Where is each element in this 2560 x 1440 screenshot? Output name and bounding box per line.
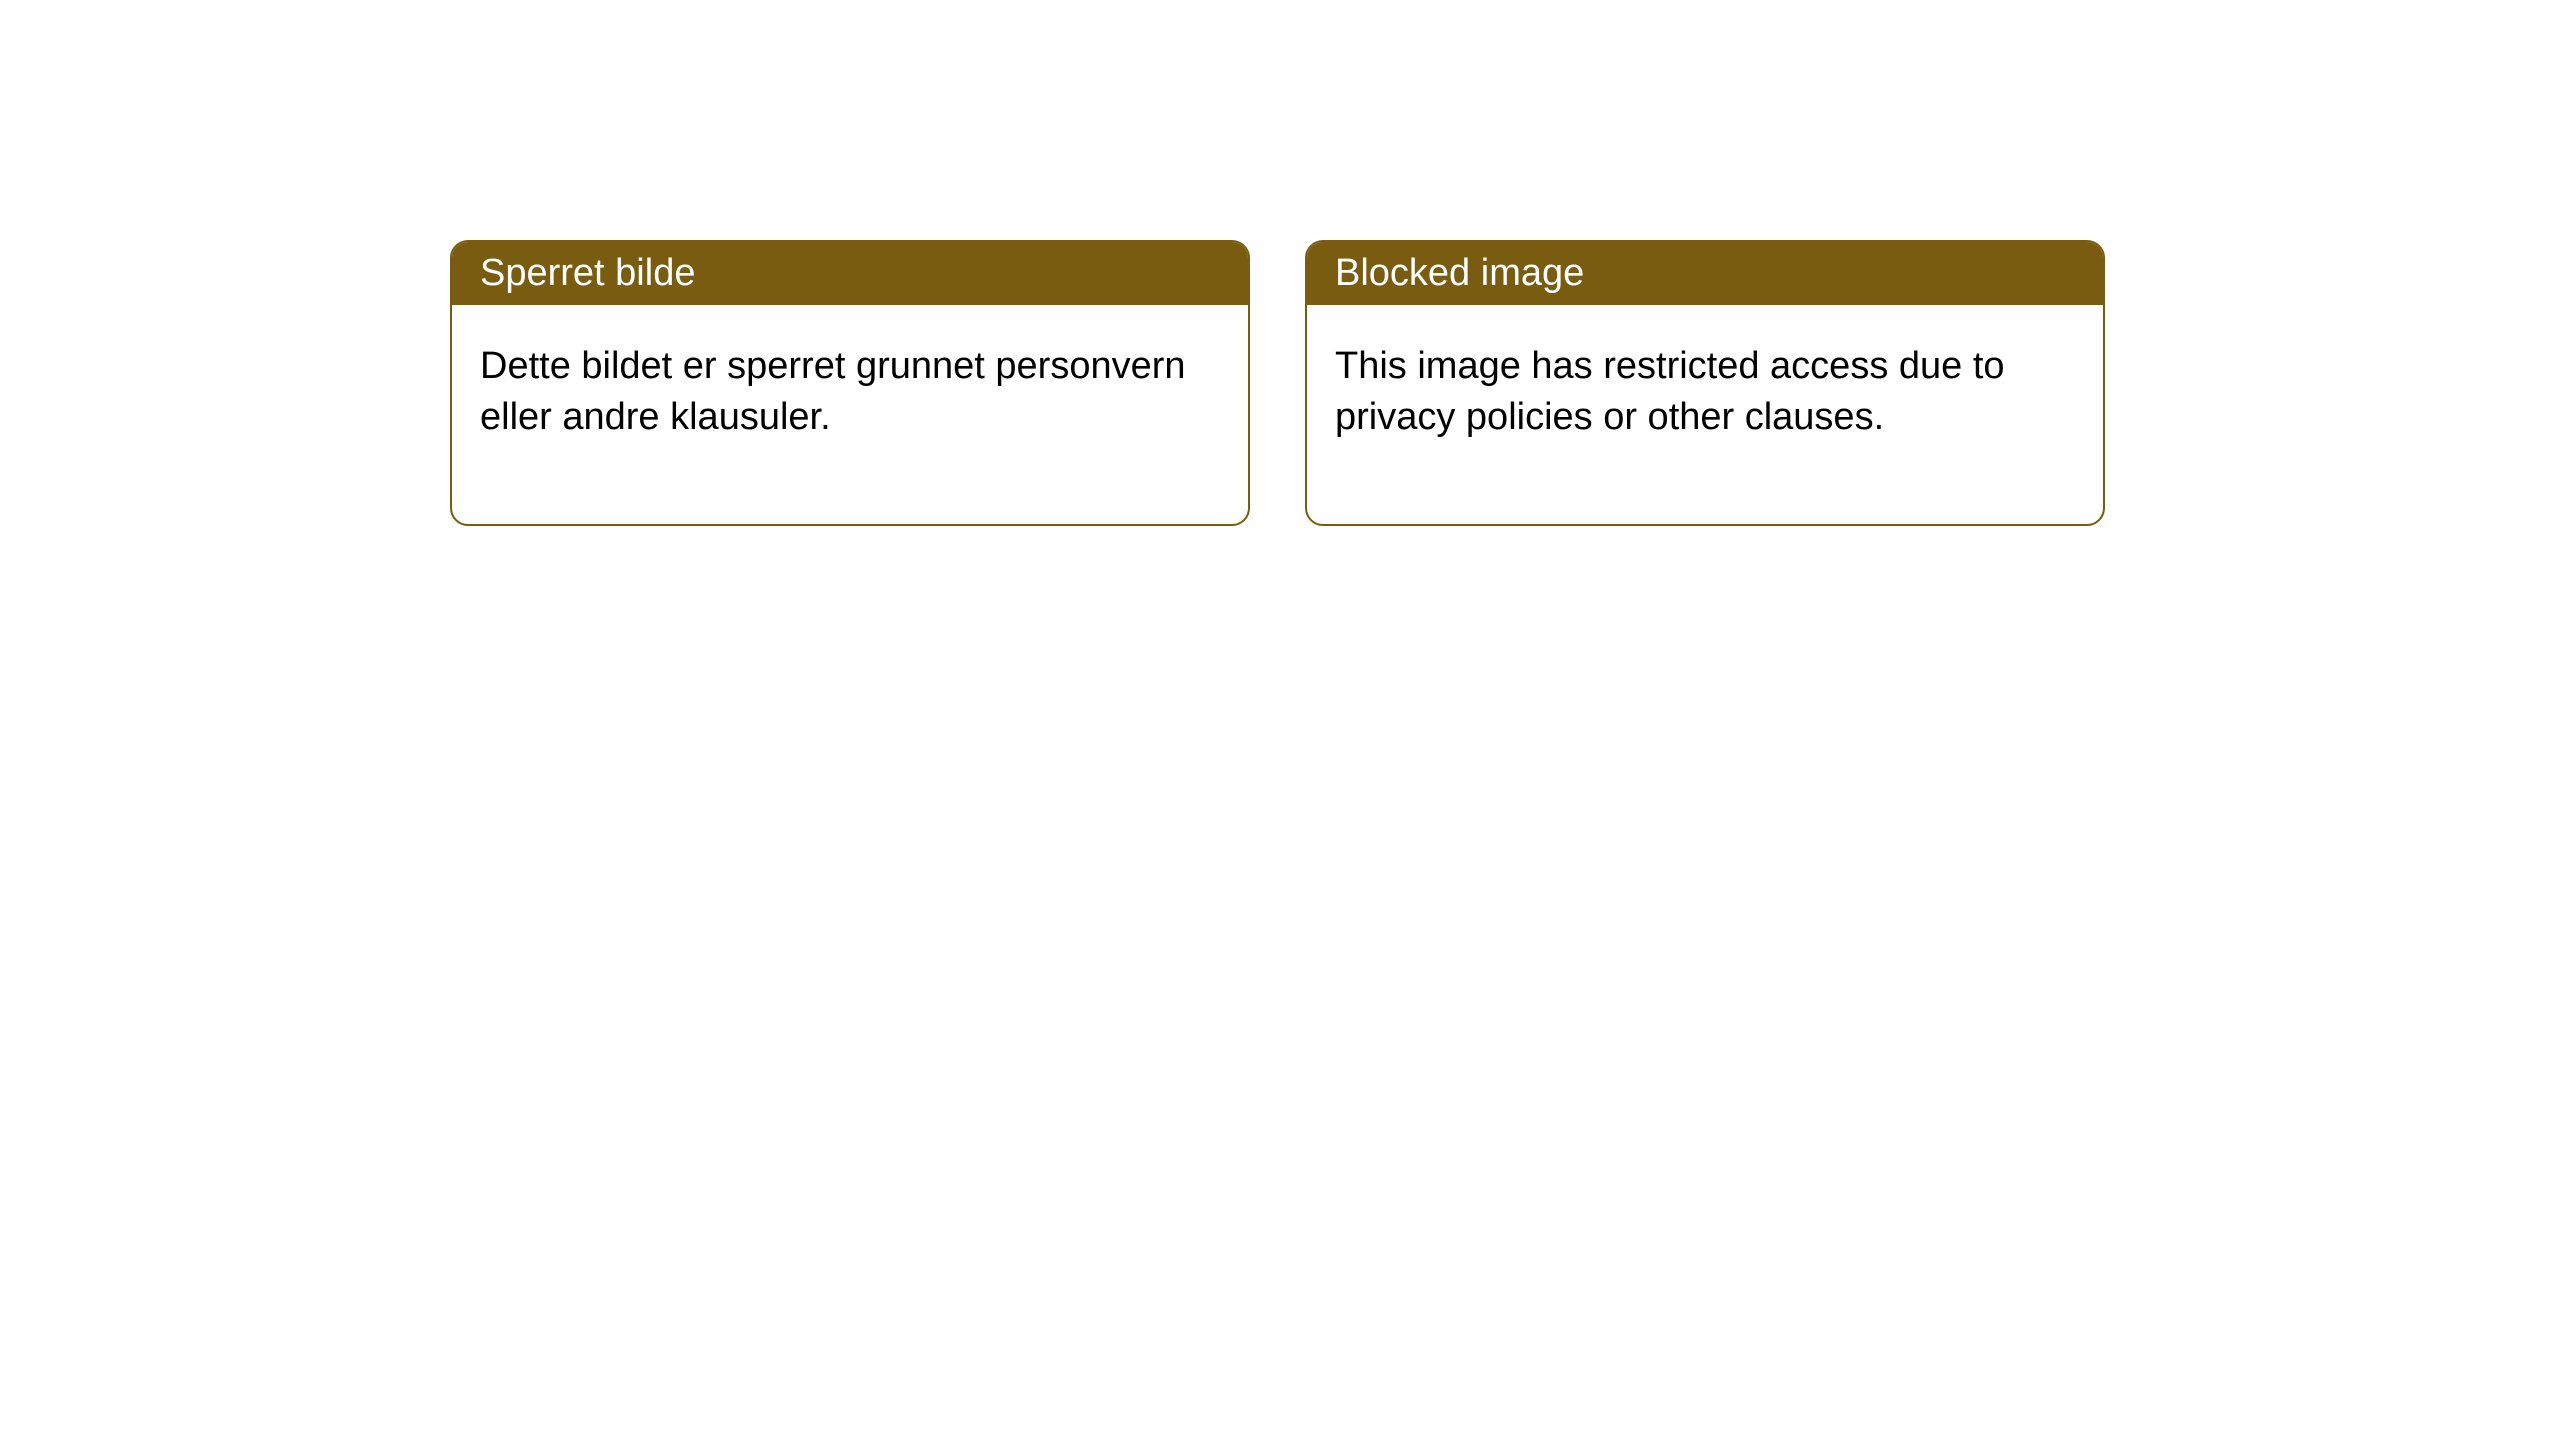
- blocked-image-card-en: Blocked image This image has restricted …: [1305, 240, 2105, 526]
- card-title-en: Blocked image: [1307, 242, 2103, 305]
- notice-container: Sperret bilde Dette bildet er sperret gr…: [450, 240, 2105, 526]
- card-title-no: Sperret bilde: [452, 242, 1248, 305]
- blocked-image-card-no: Sperret bilde Dette bildet er sperret gr…: [450, 240, 1250, 526]
- card-body-en: This image has restricted access due to …: [1307, 305, 2103, 524]
- card-body-no: Dette bildet er sperret grunnet personve…: [452, 305, 1248, 524]
